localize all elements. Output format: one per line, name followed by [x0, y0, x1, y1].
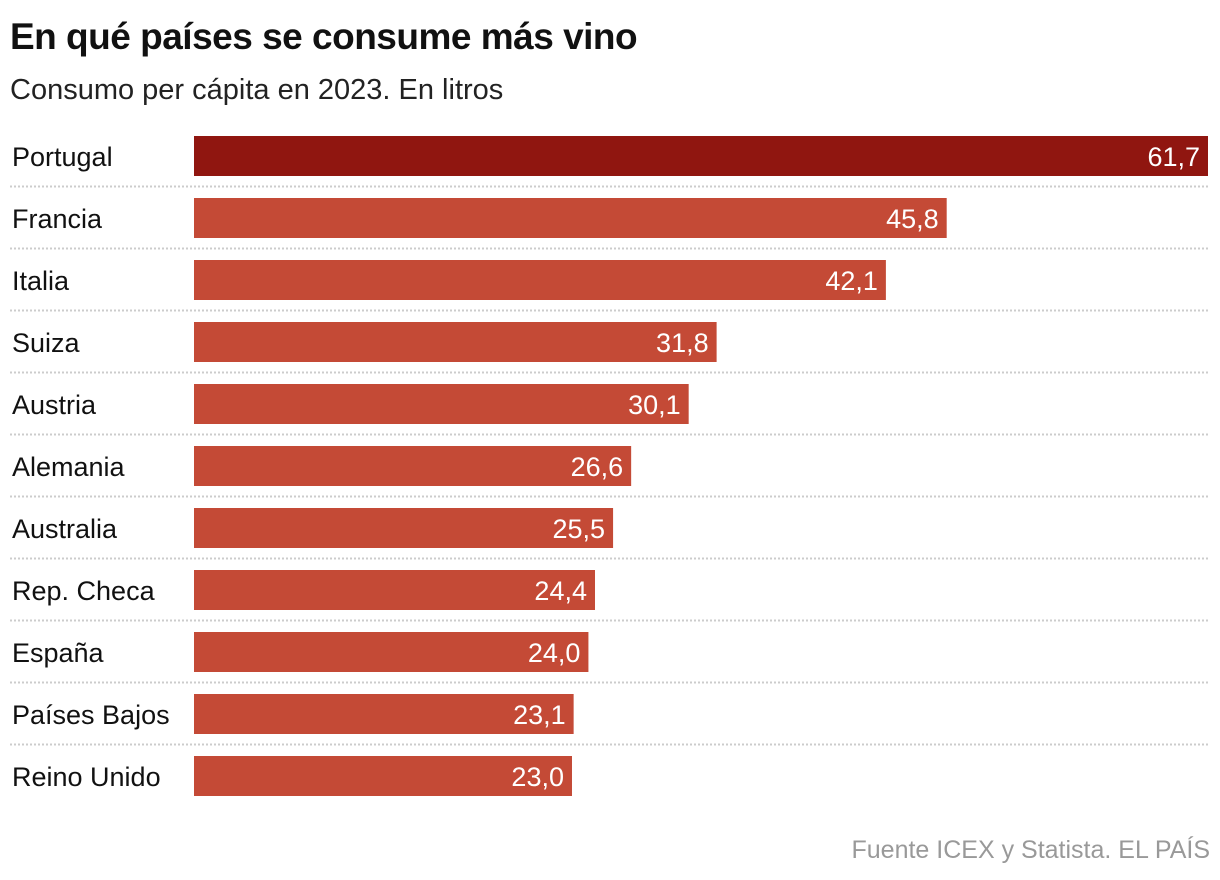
category-label: Francia: [12, 204, 103, 234]
category-label: Alemania: [12, 452, 126, 482]
value-label: 25,5: [553, 514, 606, 544]
bar: [194, 260, 886, 300]
chart-subtitle: Consumo per cápita en 2023. En litros: [10, 74, 504, 106]
chart-title: En qué países se consume más vino: [10, 16, 638, 57]
value-label: 24,4: [534, 576, 587, 606]
bar: [194, 384, 689, 424]
category-label: España: [12, 638, 105, 668]
value-label: 23,1: [513, 700, 566, 730]
category-label: Portugal: [12, 142, 113, 172]
value-label: 23,0: [511, 762, 564, 792]
value-label: 42,1: [825, 266, 878, 296]
value-label: 31,8: [656, 328, 709, 358]
bar: [194, 446, 632, 486]
bar: [194, 136, 1208, 176]
bar: [194, 756, 572, 796]
source-note: Fuente ICEX y Statista. EL PAÍS: [851, 836, 1211, 864]
bar: [194, 508, 614, 548]
category-label: Australia: [12, 514, 118, 544]
value-label: 61,7: [1147, 142, 1200, 172]
bar: [194, 322, 717, 362]
value-label: 30,1: [628, 390, 681, 420]
category-label: Suiza: [12, 328, 81, 358]
value-label: 24,0: [528, 638, 581, 668]
value-label: 26,6: [571, 452, 624, 482]
category-label: Italia: [12, 266, 70, 296]
category-label: Austria: [12, 390, 97, 420]
value-label: 45,8: [886, 204, 939, 234]
bar: [194, 570, 595, 610]
category-label: Países Bajos: [12, 700, 170, 730]
bar: [194, 694, 574, 734]
bar: [194, 632, 589, 672]
category-label: Rep. Checa: [12, 576, 156, 606]
category-label: Reino Unido: [12, 762, 161, 792]
bar-chart: Portugal 61,7 Francia 45,8 Italia 42,1 Suiza 31…: [10, 136, 1208, 796]
bar: [194, 198, 947, 238]
